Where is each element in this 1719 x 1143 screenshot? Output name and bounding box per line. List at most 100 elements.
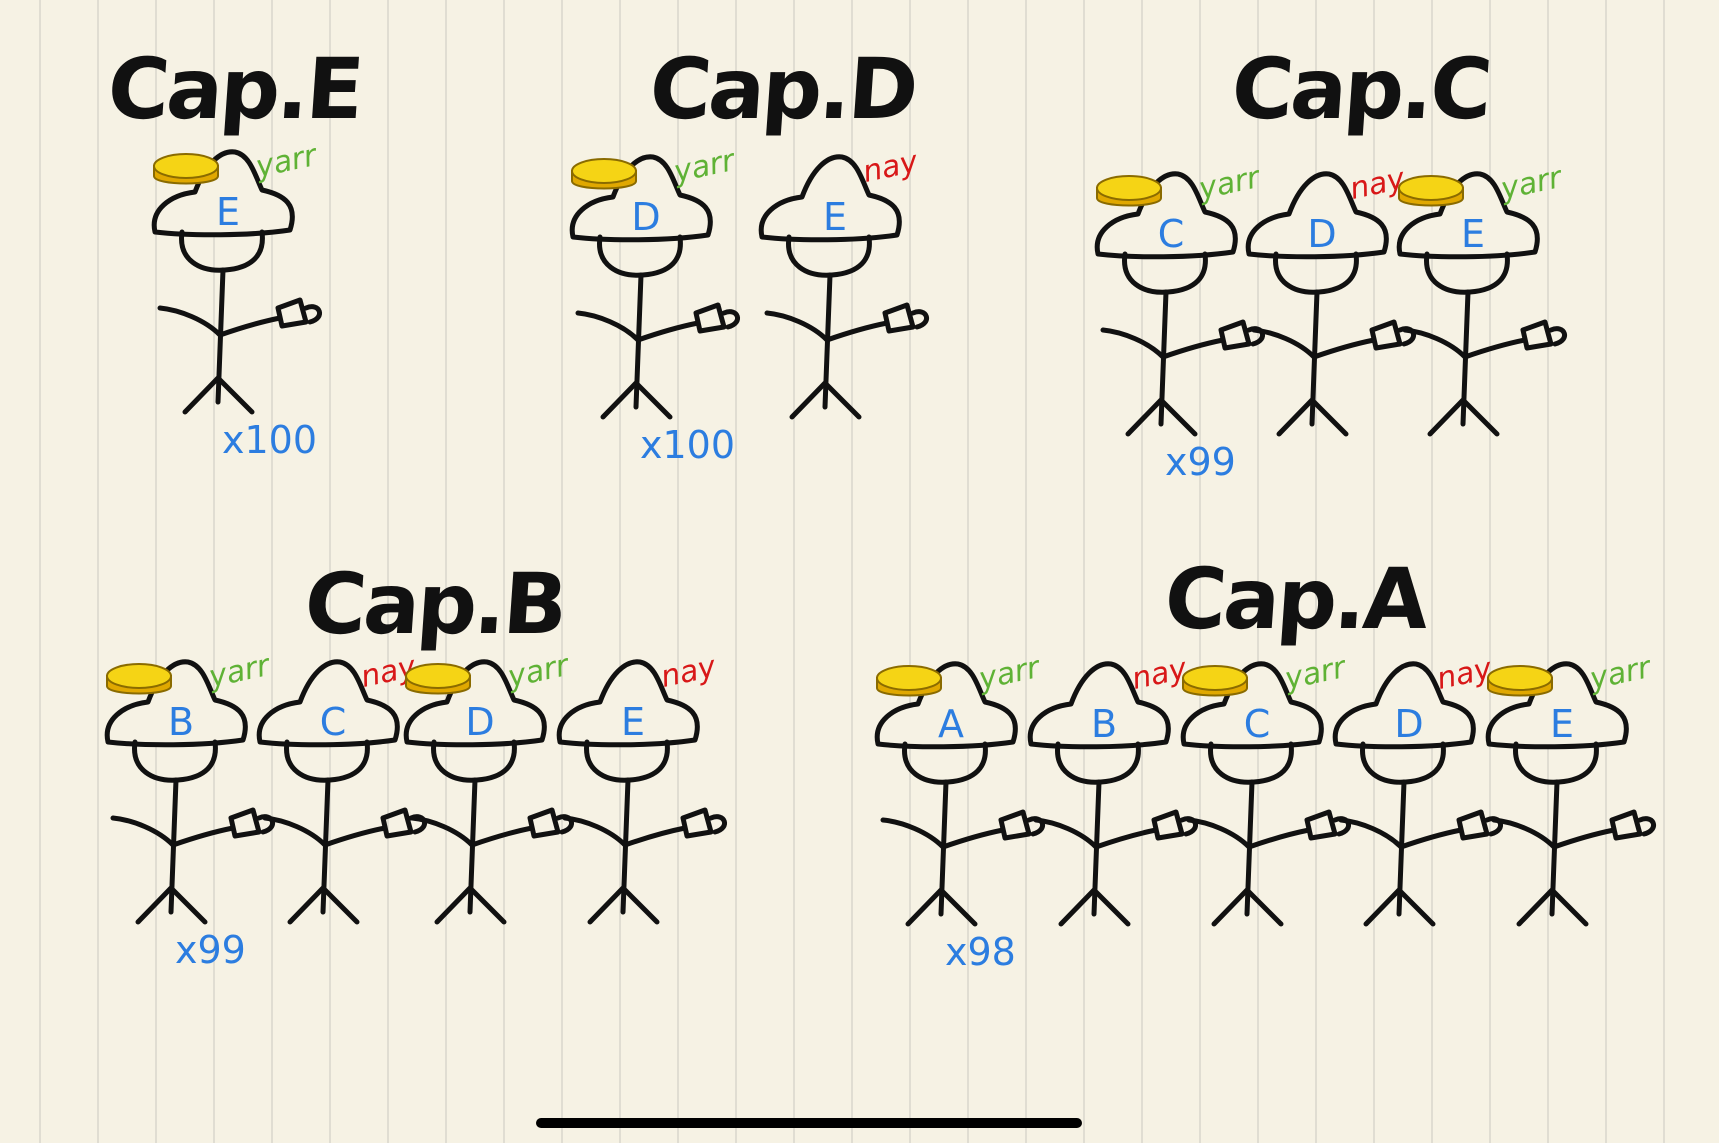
coin-count: x100 [222, 418, 318, 462]
legs [1363, 887, 1436, 927]
stick-figure [874, 661, 1045, 927]
hat [1094, 171, 1238, 260]
head [1360, 741, 1446, 785]
arms [764, 310, 890, 343]
legs [1125, 397, 1198, 437]
arms [1491, 817, 1617, 850]
legs [1516, 887, 1589, 927]
head [1122, 251, 1208, 295]
stick-figure [758, 154, 929, 420]
head [1273, 251, 1359, 295]
hat [1332, 661, 1476, 750]
arms [1100, 327, 1226, 360]
stick-figure [1485, 661, 1656, 927]
group-title: Cap.D [646, 40, 919, 138]
hat [256, 659, 400, 748]
legs [182, 375, 255, 415]
coin-count: x99 [1165, 440, 1236, 484]
head [132, 739, 218, 783]
stick-figure [1396, 171, 1567, 437]
head [179, 229, 265, 273]
arms [1033, 817, 1159, 850]
gold-coin-icon [1398, 175, 1464, 207]
hat [403, 659, 547, 748]
hand [1609, 809, 1656, 841]
head [1208, 741, 1294, 785]
hat [1180, 661, 1324, 750]
hat-letter: D [631, 195, 661, 239]
arms [1402, 327, 1528, 360]
hand [882, 302, 929, 334]
hat [1245, 171, 1389, 260]
stick-figure [569, 154, 740, 420]
stick-figure [556, 659, 727, 925]
head [584, 739, 670, 783]
arms [575, 310, 701, 343]
hand [680, 807, 727, 839]
hat [104, 659, 248, 748]
arms [409, 815, 535, 848]
hat [1027, 661, 1171, 750]
hat-letter: B [167, 700, 195, 744]
legs [1058, 887, 1131, 927]
legs [1211, 887, 1284, 927]
stick-figure [151, 149, 322, 415]
head [597, 234, 683, 278]
coin-count: x100 [640, 423, 736, 467]
legs [905, 887, 978, 927]
head [786, 234, 872, 278]
arms [1338, 817, 1464, 850]
hat [569, 154, 713, 243]
gold-coin-icon [1182, 665, 1248, 697]
gold-coin-icon [1096, 175, 1162, 207]
stick-figure [1180, 661, 1351, 927]
hat-letter: C [319, 700, 347, 744]
arms [157, 305, 283, 338]
group-title: Cap.B [301, 555, 568, 653]
hat-letter: C [1243, 702, 1271, 746]
gold-coin-icon [405, 663, 471, 695]
arms [1251, 327, 1377, 360]
hat-letter: B [1090, 702, 1118, 746]
gold-coin-icon [106, 663, 172, 695]
group-title: Cap.A [1161, 550, 1429, 648]
stick-figure [1094, 171, 1265, 437]
arms [110, 815, 236, 848]
arms [880, 817, 1006, 850]
head [431, 739, 517, 783]
home-indicator-bar[interactable] [536, 1118, 1082, 1128]
hat-letter: E [822, 195, 847, 239]
head [284, 739, 370, 783]
coin-count: x98 [945, 930, 1016, 974]
gold-coin-icon [153, 153, 219, 185]
stick-figure [1027, 661, 1198, 927]
hat-letter: D [1307, 212, 1337, 256]
head [1513, 741, 1599, 785]
hat-letter: E [1460, 212, 1485, 256]
legs [287, 885, 360, 925]
legs [434, 885, 507, 925]
hand [693, 302, 740, 334]
stick-figure [403, 659, 574, 925]
group-title: Cap.C [1228, 40, 1493, 138]
head [902, 741, 988, 785]
hand [1520, 319, 1567, 351]
hat [1396, 171, 1540, 260]
head [1424, 251, 1510, 295]
gold-coin-icon [571, 158, 637, 190]
legs [600, 380, 673, 420]
arms [262, 815, 388, 848]
hat-letter: D [465, 700, 495, 744]
legs [587, 885, 660, 925]
